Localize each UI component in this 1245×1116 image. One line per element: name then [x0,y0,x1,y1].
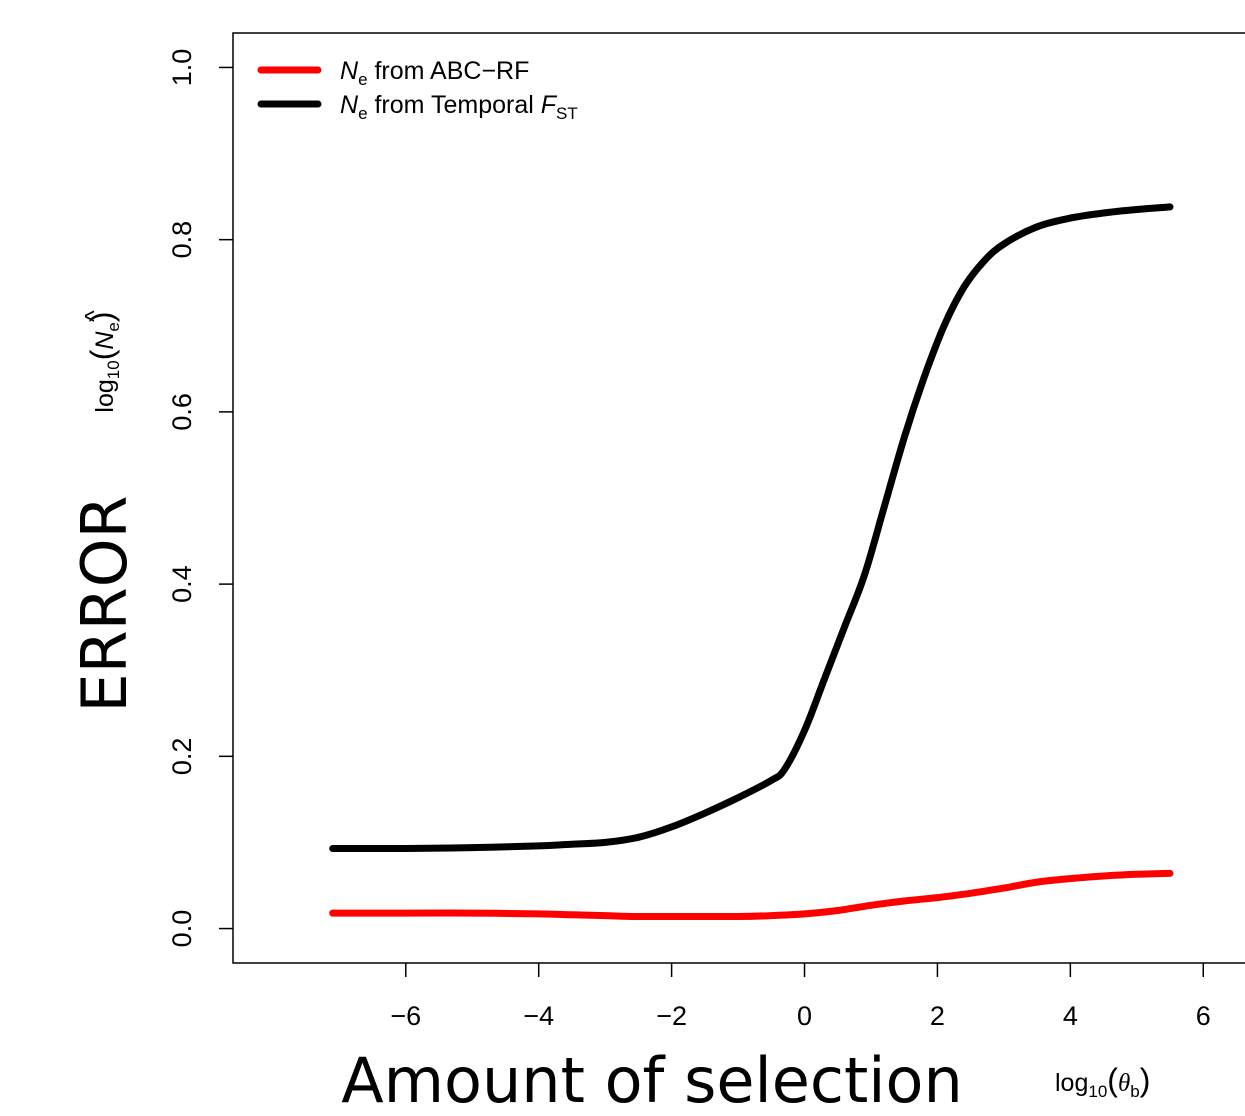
x-tick-label: 4 [1063,1001,1078,1031]
x-tick-label: −2 [656,1001,687,1031]
series-layer [329,203,1174,921]
plot-frame [232,32,1245,964]
x-tick-label: 2 [930,1001,945,1031]
y-tick-label: 0.8 [167,221,197,259]
y-axis-title: ERROR [68,495,141,712]
y-axis-unit-hat: ^ [80,310,108,322]
x-axis-unit: log10(θb) [1055,1062,1150,1101]
y-tick-label: 0.2 [167,738,197,776]
y-tick-label: 0.6 [167,393,197,431]
y-axis: 0.0 0.2 0.4 0.6 0.8 1.0 [167,49,233,948]
series-line-0 [329,869,1174,921]
y-tick-label: 0.4 [167,565,197,603]
series-line-1 [329,203,1174,853]
legend-entry-0: Ne from ABC−RF [340,57,529,89]
y-tick-label: 1.0 [167,49,197,87]
x-axis-title: Amount of selection [341,1044,962,1116]
y-axis-unit: log10(Ne) [84,311,123,412]
x-tick-label: 0 [797,1001,812,1031]
x-tick-label: −6 [390,1001,421,1031]
x-tick-label: −4 [523,1001,554,1031]
x-tick-label: 6 [1196,1001,1211,1031]
x-axis: −6 −4 −2 0 2 4 6 [390,963,1211,1031]
legend-entry-1: Ne from Temporal FST [340,91,578,123]
y-tick-label: 0.0 [167,910,197,948]
